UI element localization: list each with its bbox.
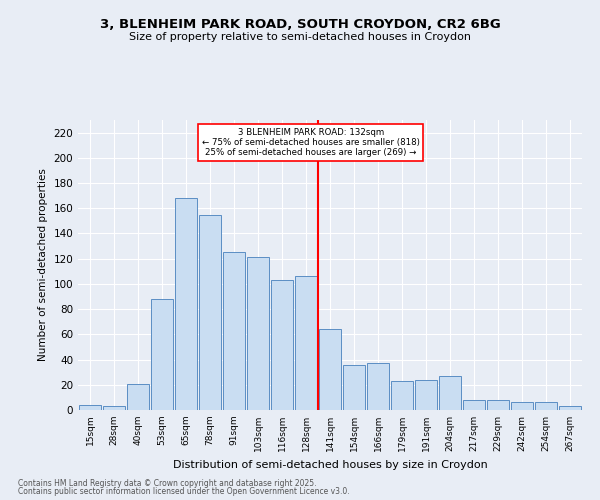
Bar <box>103 406 125 410</box>
Bar <box>151 299 173 410</box>
Text: Contains public sector information licensed under the Open Government Licence v3: Contains public sector information licen… <box>18 487 350 496</box>
Y-axis label: Number of semi-detached properties: Number of semi-detached properties <box>38 168 48 362</box>
Bar <box>535 402 557 410</box>
Bar <box>487 400 509 410</box>
Text: 3, BLENHEIM PARK ROAD, SOUTH CROYDON, CR2 6BG: 3, BLENHEIM PARK ROAD, SOUTH CROYDON, CR… <box>100 18 500 30</box>
Bar <box>511 402 533 410</box>
Bar <box>127 384 149 410</box>
Bar <box>271 280 293 410</box>
X-axis label: Distribution of semi-detached houses by size in Croydon: Distribution of semi-detached houses by … <box>173 460 487 469</box>
Bar <box>199 214 221 410</box>
Text: 3 BLENHEIM PARK ROAD: 132sqm
← 75% of semi-detached houses are smaller (818)
25%: 3 BLENHEIM PARK ROAD: 132sqm ← 75% of se… <box>202 128 420 158</box>
Bar <box>391 381 413 410</box>
Text: Size of property relative to semi-detached houses in Croydon: Size of property relative to semi-detach… <box>129 32 471 42</box>
Bar <box>415 380 437 410</box>
Bar <box>439 376 461 410</box>
Bar <box>367 364 389 410</box>
Bar <box>343 364 365 410</box>
Bar <box>319 330 341 410</box>
Bar <box>175 198 197 410</box>
Text: Contains HM Land Registry data © Crown copyright and database right 2025.: Contains HM Land Registry data © Crown c… <box>18 478 317 488</box>
Bar <box>223 252 245 410</box>
Bar <box>295 276 317 410</box>
Bar <box>559 406 581 410</box>
Bar <box>247 258 269 410</box>
Bar <box>79 405 101 410</box>
Bar <box>463 400 485 410</box>
